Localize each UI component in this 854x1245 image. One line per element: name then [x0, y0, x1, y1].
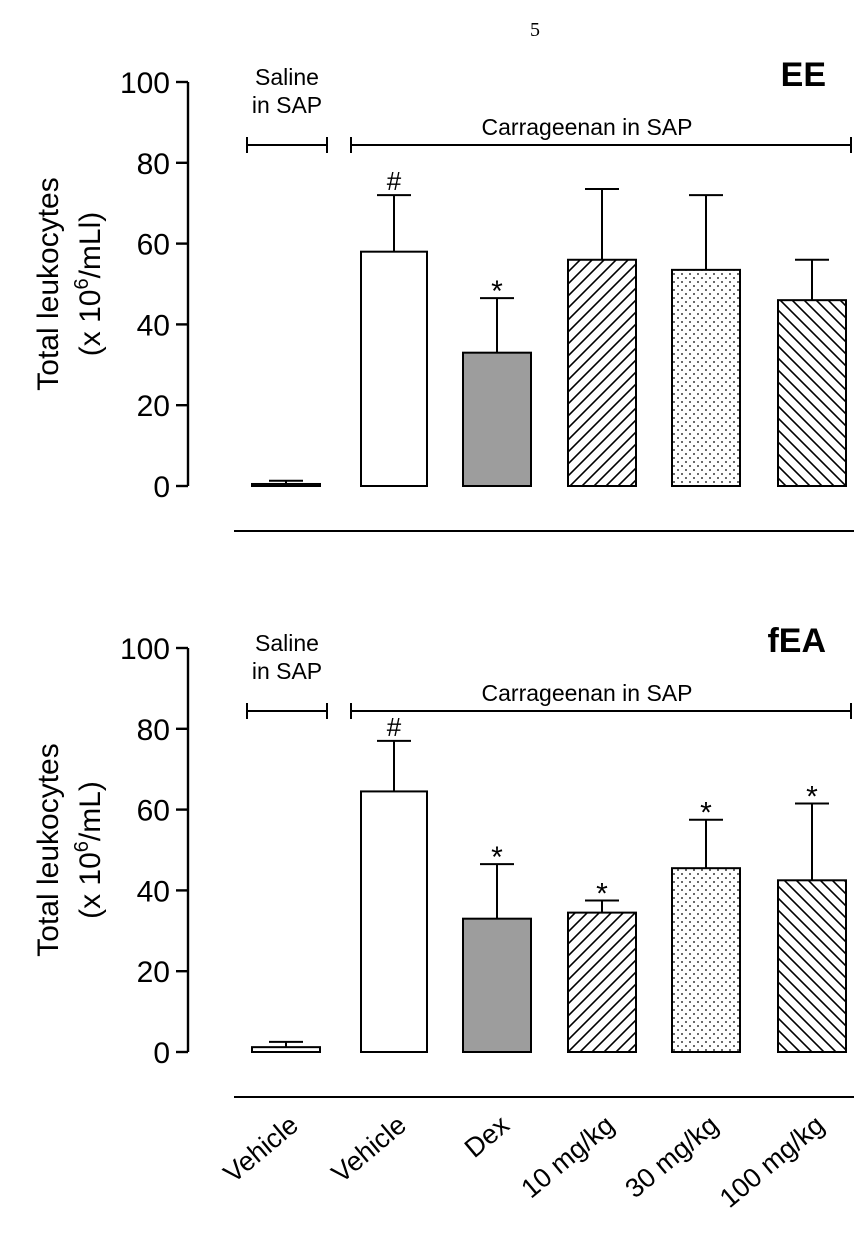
significance-mark-3: *	[491, 841, 503, 874]
bar-1	[251, 482, 321, 488]
error-bar-2	[377, 194, 411, 252]
y-axis-label-units: (x 106/mLl)	[71, 212, 107, 357]
y-tick-label: 60	[137, 795, 170, 828]
y-tick-label: 80	[137, 714, 170, 747]
bar-3	[462, 351, 532, 487]
x-tick-label-1: Vehicle	[218, 1110, 304, 1189]
y-axis-label-units: (x 106/mL)	[71, 781, 107, 919]
significance-mark-6: *	[806, 781, 818, 814]
bar-5	[671, 268, 741, 487]
page-number: 5	[530, 19, 540, 41]
x-tick-label-2: Vehicle	[326, 1110, 412, 1189]
significance-mark-2: #	[387, 712, 402, 742]
significance-mark-4: *	[596, 878, 608, 911]
y-axis-label: Total leukocytes	[32, 177, 65, 390]
error-bar-6	[795, 802, 829, 881]
bar-1	[251, 1046, 321, 1053]
chart-panel-ee: 0 20 40 60 80 100 Total leukocytes (x 106/mLl) E…	[32, 56, 854, 532]
panel-label: fEA	[767, 622, 826, 660]
error-bar-1	[269, 1040, 303, 1048]
saline-group-label: Saline	[255, 630, 319, 656]
carrageenan-bracket	[350, 703, 852, 719]
bar-4	[567, 258, 637, 488]
y-tick-label: 0	[153, 471, 170, 504]
y-tick-label: 60	[137, 229, 170, 262]
bar-3	[462, 917, 532, 1053]
error-bar-4	[585, 188, 619, 260]
bar-4	[567, 911, 637, 1053]
saline-group-label-line2: in SAP	[252, 658, 322, 684]
x-tick-label-6: 100 mg/kg	[714, 1110, 830, 1214]
error-bar-5	[689, 818, 723, 869]
carrageenan-group-label: Carrageenan in SAP	[482, 680, 693, 706]
y-tick-label: 80	[137, 148, 170, 181]
saline-group-label: Saline	[255, 64, 319, 90]
error-bar-3	[480, 297, 514, 353]
error-bar-4	[585, 899, 619, 913]
bar-6	[777, 299, 847, 487]
y-axis-label: Total leukocytes	[32, 743, 65, 956]
y-tick-label: 40	[137, 875, 170, 908]
x-tick-label-5: 30 mg/kg	[619, 1110, 723, 1204]
saline-bracket	[246, 703, 328, 719]
panel-label: EE	[781, 56, 826, 94]
chart-panel-fea: 0 20 40 60 80 100 Total leukocytes (x 106/mL) fE…	[32, 622, 854, 1098]
carrageenan-bracket	[350, 137, 852, 153]
x-tick-label-3: Dex	[459, 1109, 515, 1163]
saline-group-label-line2: in SAP	[252, 92, 322, 118]
error-bar-5	[689, 194, 723, 270]
saline-bracket	[246, 137, 328, 153]
bar-6	[777, 879, 847, 1053]
y-tick-label: 100	[120, 633, 170, 666]
error-bar-6	[795, 258, 829, 301]
y-tick-label: 100	[120, 67, 170, 100]
bar-2	[360, 250, 428, 487]
carrageenan-group-label: Carrageenan in SAP	[482, 114, 693, 140]
y-tick-label: 0	[153, 1037, 170, 1070]
error-bar-1	[269, 479, 303, 484]
y-tick-label: 40	[137, 309, 170, 342]
error-bar-3	[480, 863, 514, 919]
x-tick-label-4: 10 mg/kg	[515, 1110, 619, 1204]
significance-mark-2: #	[387, 166, 402, 196]
bar-5	[671, 867, 741, 1053]
error-bar-2	[377, 739, 411, 792]
y-tick-label: 20	[137, 390, 170, 423]
bar-2	[360, 790, 428, 1053]
significance-mark-5: *	[700, 797, 712, 830]
significance-mark-3: *	[491, 275, 503, 308]
y-tick-label: 20	[137, 956, 170, 989]
